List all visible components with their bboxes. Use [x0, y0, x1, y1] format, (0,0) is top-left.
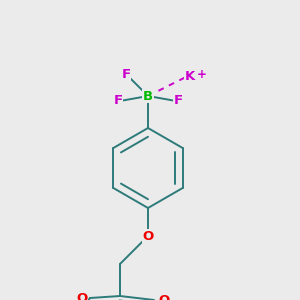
Text: F: F [113, 94, 123, 107]
Text: F: F [122, 68, 130, 80]
Text: O: O [76, 292, 88, 300]
Text: F: F [173, 94, 183, 107]
Text: B: B [143, 89, 153, 103]
Text: O: O [142, 230, 154, 242]
Text: K: K [185, 70, 195, 83]
Text: O: O [158, 293, 169, 300]
Text: +: + [197, 68, 207, 80]
